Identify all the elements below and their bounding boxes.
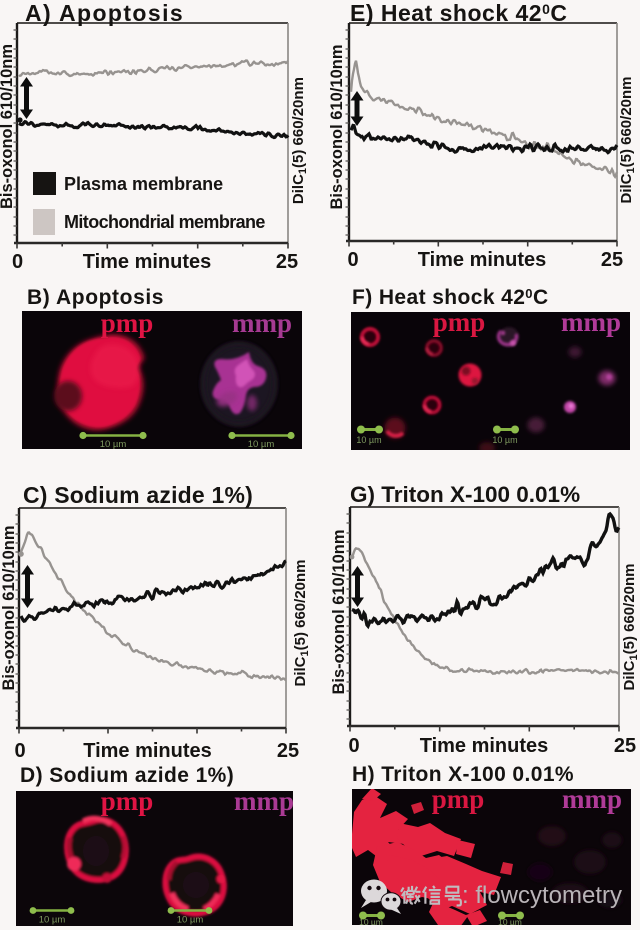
svg-text:G) Triton X-100 0.01%: G) Triton X-100 0.01% xyxy=(350,482,580,507)
svg-text:Time minutes: Time minutes xyxy=(418,249,547,271)
svg-text:H) Triton X-100 0.01%: H) Triton X-100 0.01% xyxy=(352,763,574,786)
svg-text:pmp: pmp xyxy=(432,784,485,814)
svg-text:Bis-oxonol 610/10nm: Bis-oxonol 610/10nm xyxy=(330,529,348,694)
svg-text:10 µm: 10 µm xyxy=(100,439,127,450)
svg-text:Time minutes: Time minutes xyxy=(83,251,212,273)
svg-text:E) Heat shock 420C: E) Heat shock 420C xyxy=(350,0,568,26)
svg-text:0: 0 xyxy=(347,249,358,271)
svg-text:mmp: mmp xyxy=(561,307,621,337)
svg-text:C) Sodium azide 1%): C) Sodium azide 1%) xyxy=(23,482,253,508)
svg-text:DilC1(5) 660/20nm: DilC1(5) 660/20nm xyxy=(621,563,640,690)
svg-text:10 µm: 10 µm xyxy=(177,915,204,926)
svg-text:mmp: mmp xyxy=(232,308,292,338)
svg-text:pmp: pmp xyxy=(433,307,486,337)
svg-text:Bis-oxonol 610/10nm: Bis-oxonol 610/10nm xyxy=(0,525,18,690)
svg-text:25: 25 xyxy=(614,735,636,757)
svg-text:DilC1(5) 660/20nm: DilC1(5) 660/20nm xyxy=(290,77,309,204)
svg-text:10 µm: 10 µm xyxy=(356,435,381,445)
svg-text:pmp: pmp xyxy=(101,308,154,338)
svg-text:DilC1(5) 660/20nm: DilC1(5) 660/20nm xyxy=(618,76,637,203)
svg-text:Plasma membrane: Plasma membrane xyxy=(64,174,223,194)
svg-text:B) Apoptosis: B) Apoptosis xyxy=(27,286,164,309)
svg-text:10 µm: 10 µm xyxy=(248,439,275,450)
svg-text:: flowcytometry: : flowcytometry xyxy=(462,882,622,909)
svg-text:mmp: mmp xyxy=(562,784,622,814)
svg-text:pmp: pmp xyxy=(101,786,154,816)
svg-text:Mitochondrial membrane: Mitochondrial membrane xyxy=(64,212,265,232)
svg-text:F) Heat shock 420C: F) Heat shock 420C xyxy=(352,286,549,309)
svg-text:10 µm: 10 µm xyxy=(359,917,383,927)
svg-text:0: 0 xyxy=(348,735,359,757)
svg-text:DilC1(5) 660/20nm: DilC1(5) 660/20nm xyxy=(292,559,311,686)
svg-text:Time minutes: Time minutes xyxy=(420,735,549,757)
svg-text:0: 0 xyxy=(12,251,23,273)
svg-text:10 µm: 10 µm xyxy=(39,915,66,926)
svg-text:Bis-oxonol 610/10nm: Bis-oxonol 610/10nm xyxy=(328,44,346,209)
svg-text:Bis-oxonol 610/10nm: Bis-oxonol 610/10nm xyxy=(0,44,16,209)
svg-text:10 µm: 10 µm xyxy=(498,917,522,927)
svg-text:10 µm: 10 µm xyxy=(492,435,517,445)
svg-text:A) Apoptosis: A) Apoptosis xyxy=(25,0,184,26)
svg-text:Time minutes: Time minutes xyxy=(83,740,212,762)
svg-text:25: 25 xyxy=(276,251,298,273)
svg-text:25: 25 xyxy=(601,249,623,271)
svg-text:25: 25 xyxy=(277,740,299,762)
svg-text:mmp: mmp xyxy=(234,786,294,816)
svg-text:0: 0 xyxy=(14,740,25,762)
svg-text:D) Sodium azide 1%): D) Sodium azide 1%) xyxy=(20,764,234,787)
